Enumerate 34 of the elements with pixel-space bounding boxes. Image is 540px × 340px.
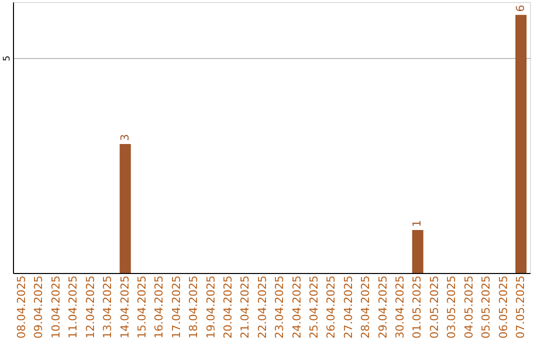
x-tick-label: 30.04.2025 (394, 276, 407, 338)
x-tick-label: 16.04.2025 (152, 276, 166, 338)
x-tick-label: 15.04.2025 (135, 276, 148, 338)
x-tick-label: 21.04.2025 (238, 276, 252, 338)
data-label: 6 (514, 4, 527, 12)
x-tick-label: 20.04.2025 (221, 276, 234, 338)
x-tick-label: 23.04.2025 (273, 276, 286, 338)
x-tick-label: 04.05.2025 (462, 276, 476, 338)
x-tick-label: 14.04.2025 (118, 276, 132, 338)
x-tick-label: 06.05.2025 (496, 276, 510, 338)
x-tick-label: 05.05.2025 (480, 276, 493, 338)
x-tick-label: 10.04.2025 (49, 276, 62, 338)
x-tick-label: 27.04.2025 (342, 276, 355, 338)
x-tick-label: 18.04.2025 (187, 276, 200, 338)
x-tick-label: 09.04.2025 (32, 276, 46, 338)
x-tick-label: 13.04.2025 (101, 276, 114, 338)
x-tick-label: 17.04.2025 (170, 276, 183, 338)
x-tick-label: 08.04.2025 (15, 276, 28, 338)
x-tick-label: 02.05.2025 (428, 276, 441, 338)
x-tick-label: 26.04.2025 (324, 276, 338, 338)
x-tick-label: 11.04.2025 (66, 276, 80, 338)
x-tick-label: 22.04.2025 (256, 276, 269, 338)
x-tick-label: 07.05.2025 (514, 276, 527, 338)
x-tick-label: 12.04.2025 (84, 276, 97, 338)
x-tick-label: 29.04.2025 (376, 276, 390, 338)
y-tick-label: 5 (2, 56, 12, 62)
x-tick-label: 28.04.2025 (359, 276, 372, 338)
x-tick-label: 03.05.2025 (445, 276, 458, 338)
x-tick-label: 19.04.2025 (204, 276, 218, 338)
x-tick-label: 24.04.2025 (290, 276, 304, 338)
data-label: 1 (410, 220, 424, 227)
data-label: 3 (118, 134, 132, 141)
x-tick-label: 01.05.2025 (410, 276, 424, 338)
x-tick-label: 25.04.2025 (308, 276, 321, 338)
